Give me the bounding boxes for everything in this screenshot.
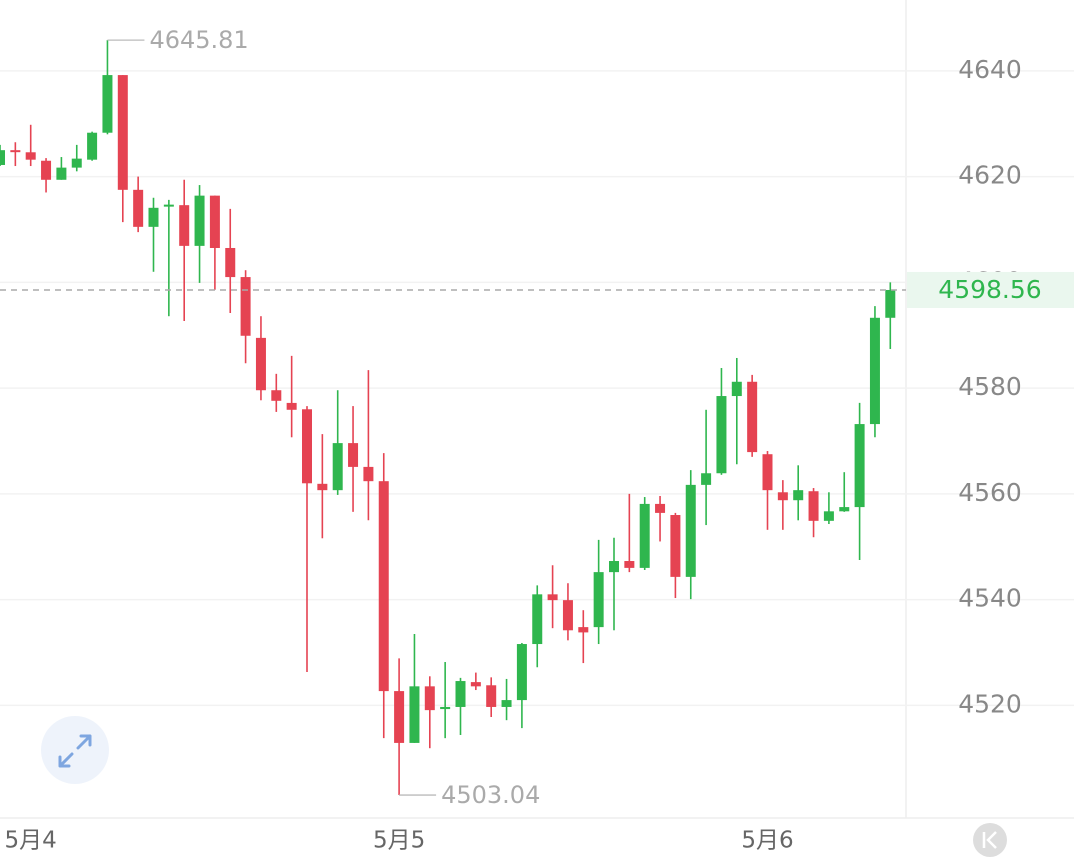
candle-body bbox=[731, 381, 742, 397]
candle-body bbox=[0, 150, 5, 165]
candle-body bbox=[455, 681, 466, 707]
candle-body bbox=[440, 706, 451, 710]
max-annotation: 4645.81 bbox=[149, 26, 248, 54]
x-tick-label: 5月5 bbox=[373, 828, 425, 854]
candle-body bbox=[41, 160, 52, 180]
candle-body bbox=[593, 572, 604, 628]
candle-body bbox=[609, 561, 619, 573]
candle-body bbox=[271, 390, 282, 401]
y-tick-label: 4580 bbox=[958, 372, 1022, 401]
candle-body bbox=[255, 337, 266, 391]
candle-body bbox=[348, 443, 359, 467]
candle-body bbox=[685, 484, 696, 577]
candle-body bbox=[562, 600, 573, 631]
candle-body bbox=[378, 481, 389, 692]
y-tick-label: 4540 bbox=[958, 584, 1022, 613]
candle-body bbox=[240, 277, 251, 336]
candle-body bbox=[163, 204, 174, 207]
candle-body bbox=[793, 490, 804, 501]
candle-body bbox=[547, 594, 558, 601]
y-tick-label: 4640 bbox=[958, 55, 1022, 84]
candle-body bbox=[532, 594, 543, 645]
last-price-box bbox=[907, 271, 1074, 308]
candle-body bbox=[470, 682, 481, 687]
candle-body bbox=[578, 627, 589, 633]
candle-body bbox=[501, 700, 512, 707]
candle-body bbox=[225, 247, 236, 278]
candle-body bbox=[424, 686, 435, 711]
last-price-label: 4598.56 bbox=[938, 275, 1041, 304]
back-icon bbox=[982, 831, 997, 849]
candle-body bbox=[639, 503, 650, 568]
expand-button-bg bbox=[41, 716, 109, 784]
x-tick-label: 5月6 bbox=[741, 828, 793, 854]
plot: 45204540456045804600462046405月45月55月6459… bbox=[0, 26, 1074, 854]
candle-body bbox=[179, 205, 190, 246]
x-tick-label: 5月4 bbox=[5, 828, 57, 854]
candle-body bbox=[823, 511, 834, 521]
y-tick-label: 4620 bbox=[958, 161, 1022, 190]
candle-body bbox=[209, 195, 220, 248]
back-button[interactable] bbox=[973, 823, 1007, 857]
candle-body bbox=[194, 195, 205, 246]
candle-body bbox=[808, 491, 819, 521]
candle-body bbox=[701, 473, 712, 485]
candle-body bbox=[133, 189, 144, 227]
candle-body bbox=[148, 207, 159, 227]
candle-body bbox=[747, 381, 758, 453]
min-annotation: 4503.04 bbox=[441, 781, 540, 809]
candle-body bbox=[869, 317, 880, 425]
candle-body bbox=[486, 685, 497, 707]
candle-body bbox=[670, 515, 681, 577]
candle-body bbox=[317, 483, 328, 491]
candle-body bbox=[839, 507, 850, 512]
candle-body bbox=[885, 289, 896, 318]
candle-body bbox=[302, 409, 312, 484]
candle-body bbox=[394, 691, 405, 743]
y-tick-label: 4520 bbox=[958, 689, 1022, 718]
candle-body bbox=[286, 402, 297, 410]
candle-body bbox=[516, 644, 527, 701]
candle-body bbox=[102, 75, 113, 133]
candle-body bbox=[762, 454, 773, 491]
candle-body bbox=[332, 443, 343, 491]
candle-body bbox=[10, 150, 21, 153]
candle-body bbox=[87, 132, 98, 160]
y-tick-label: 4560 bbox=[958, 478, 1022, 507]
candle-body bbox=[716, 396, 727, 474]
candle-body bbox=[117, 75, 128, 190]
candle-body bbox=[777, 492, 788, 501]
candle-body bbox=[25, 152, 36, 160]
candle-body bbox=[624, 561, 635, 568]
candle-body bbox=[56, 167, 67, 180]
candle-body bbox=[655, 503, 666, 513]
expand-icon bbox=[58, 734, 92, 768]
candle-body bbox=[854, 424, 865, 508]
expand-button[interactable] bbox=[41, 716, 109, 784]
back-button-bg bbox=[973, 823, 1007, 857]
candle-body bbox=[71, 158, 82, 168]
candle-body bbox=[409, 686, 420, 743]
candle-body bbox=[363, 466, 374, 482]
